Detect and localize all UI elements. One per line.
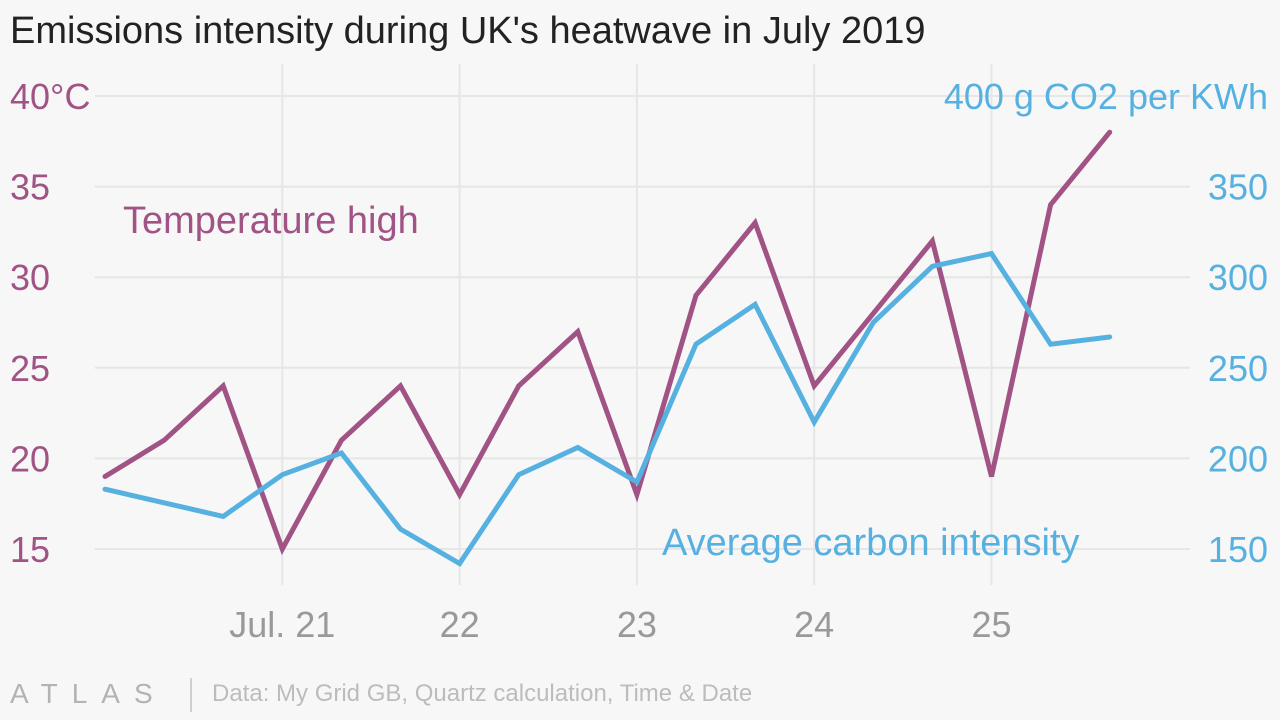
chart-title: Emissions intensity during UK's heatwave… (10, 10, 926, 52)
left-tick-label: 15 (10, 529, 50, 570)
left-tick-label: 35 (10, 167, 50, 208)
series-labels: Temperature high Average carbon intensity (123, 200, 1080, 564)
carbon-intensity-line (102, 250, 1113, 567)
ticks: 40°C 35 30 25 20 15 400 g CO2 per KWh 350 300 250… (10, 76, 1268, 645)
x-tick-label: 24 (794, 604, 834, 645)
atlas-logo: ATLAS (10, 678, 167, 709)
x-tick-label: 25 (971, 604, 1011, 645)
left-tick-label: 30 (10, 257, 50, 298)
left-tick-label: 20 (10, 438, 50, 479)
left-tick-label: 25 (10, 348, 50, 389)
right-tick-label: 400 g CO2 per KWh (944, 76, 1268, 117)
temperature-line (102, 129, 1113, 556)
x-tick-label: 22 (440, 604, 480, 645)
right-tick-label: 250 (1208, 348, 1268, 389)
x-tick-label: Jul. 21 (229, 604, 335, 645)
carbon-series-label: Average carbon intensity (662, 522, 1080, 564)
grid (95, 64, 1190, 585)
right-tick-label: 350 (1208, 167, 1268, 208)
x-tick-label: 23 (617, 604, 657, 645)
footer: ATLAS Data: My Grid GB, Quartz calculati… (0, 678, 1280, 712)
right-tick-label: 150 (1208, 529, 1268, 570)
left-tick-label: 40°C (10, 76, 90, 117)
right-tick-label: 200 (1208, 438, 1268, 479)
footer-divider (190, 678, 192, 712)
series-lines (102, 129, 1113, 567)
right-tick-label: 300 (1208, 257, 1268, 298)
temperature-series-label: Temperature high (123, 200, 419, 242)
source-note: Data: My Grid GB, Quartz calculation, Ti… (212, 680, 753, 707)
